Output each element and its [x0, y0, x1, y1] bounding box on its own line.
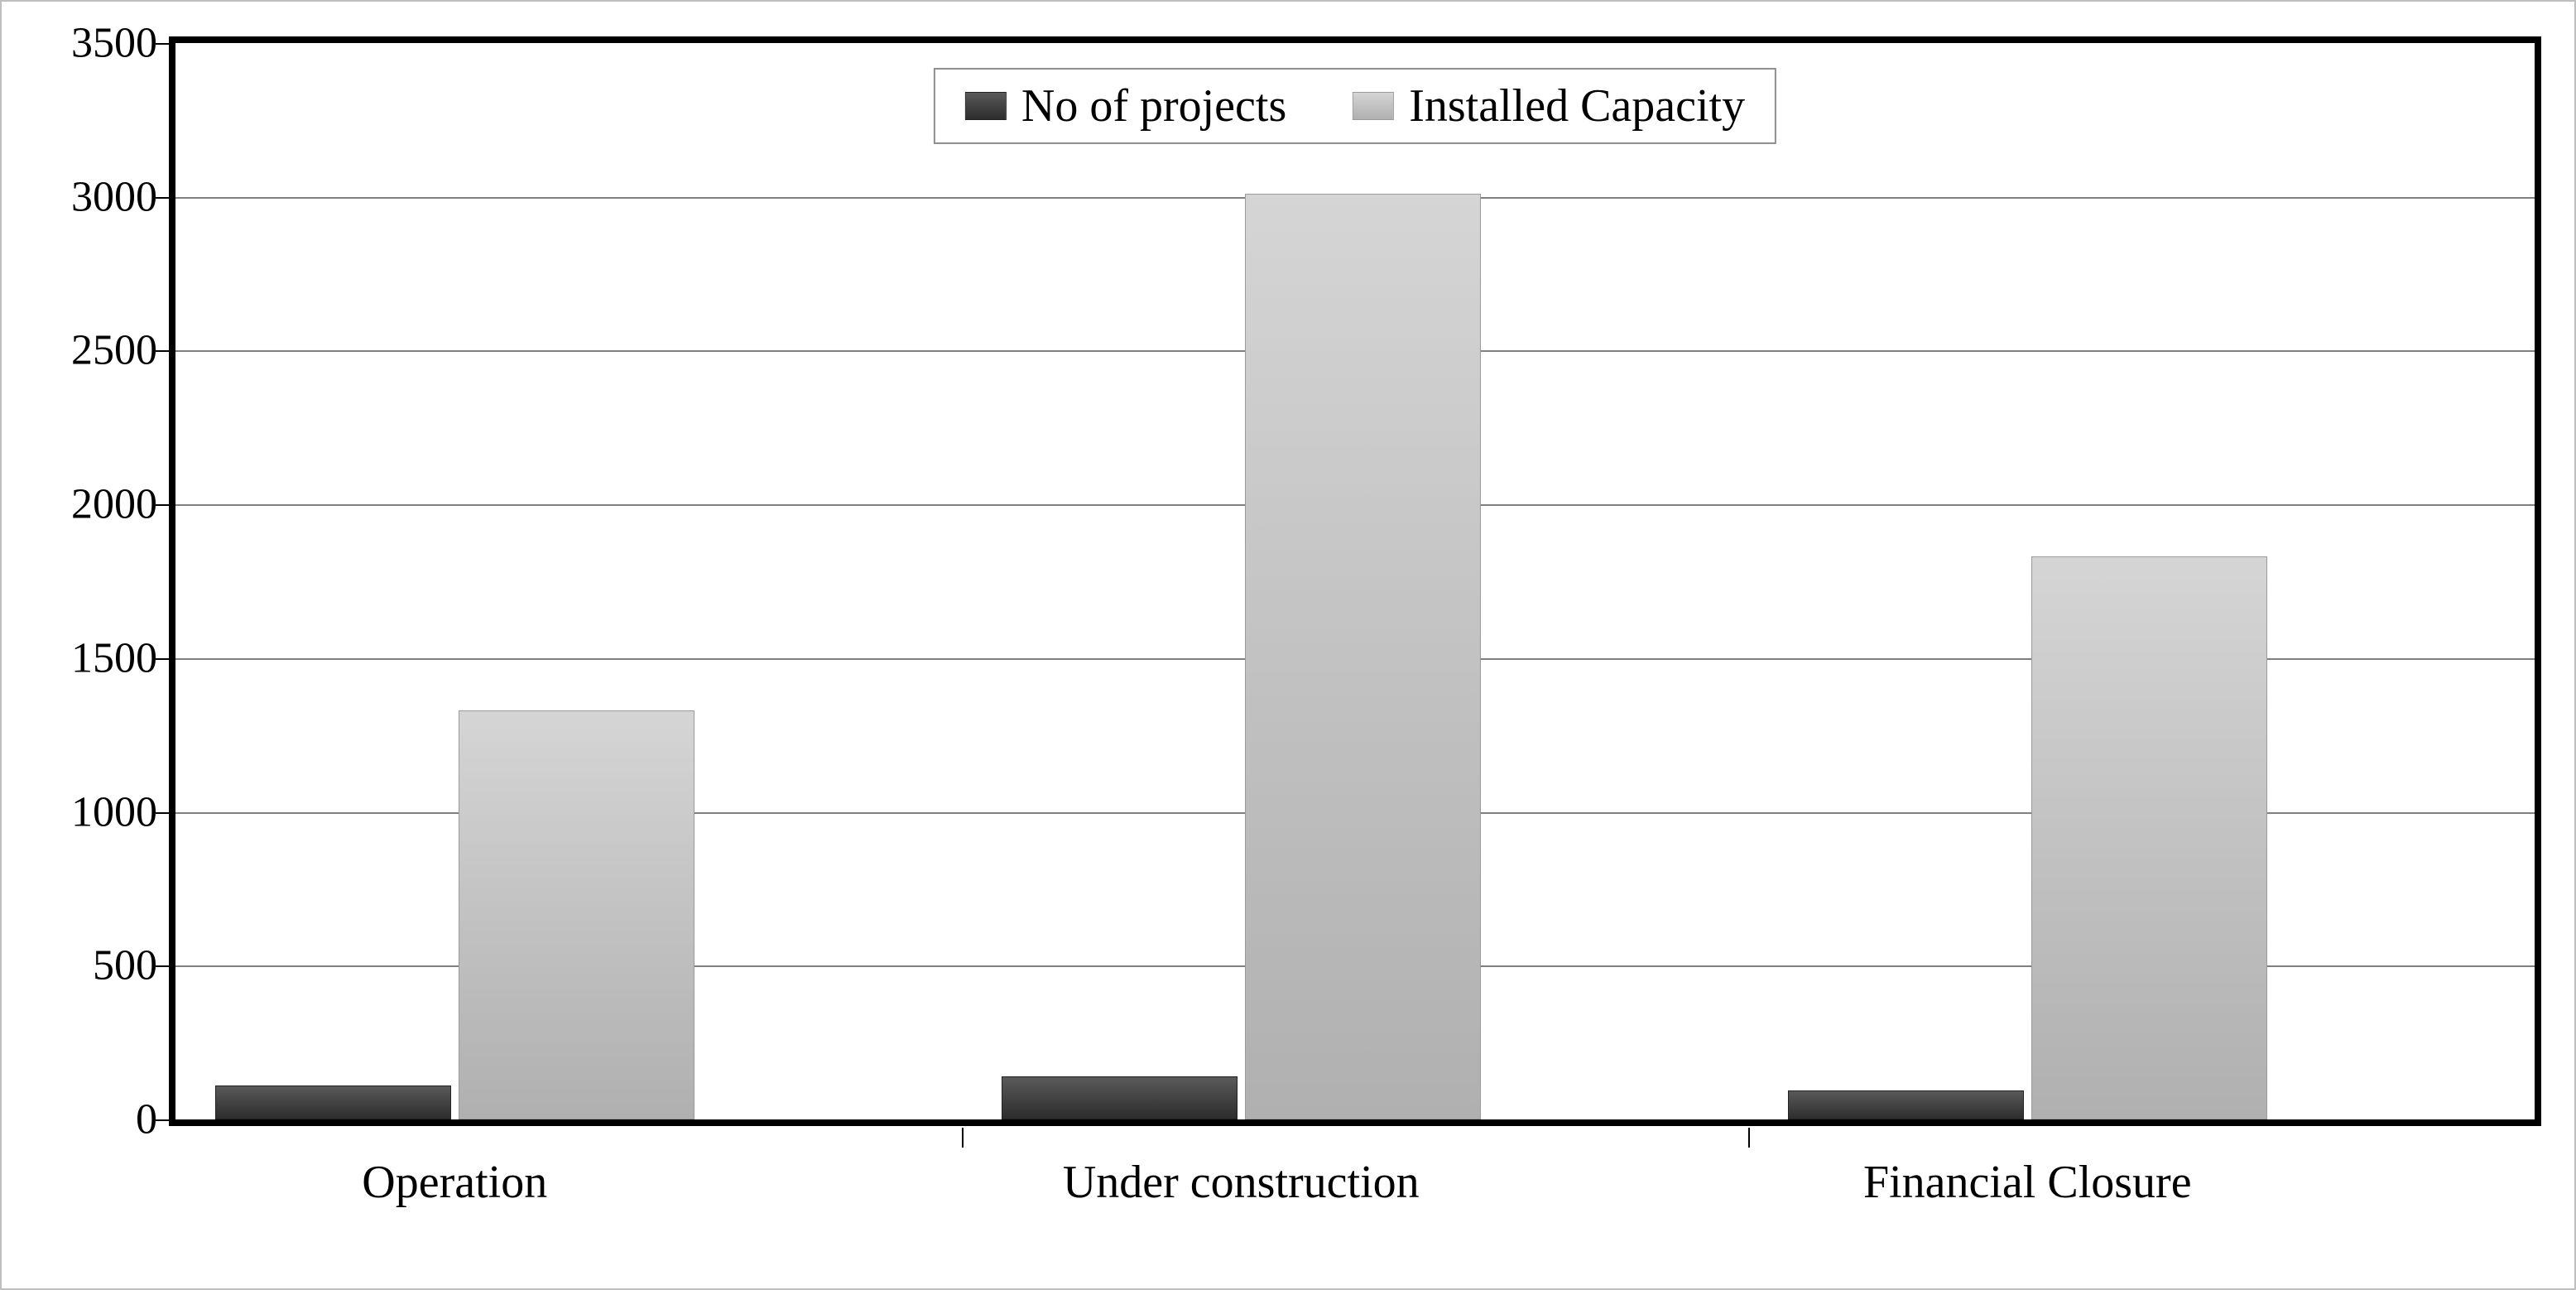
legend-item-series-2: Installed Capacity [1353, 79, 1745, 132]
bar-projects [1002, 1076, 1238, 1119]
legend: No of projects Installed Capacity [934, 68, 1776, 144]
y-tick-mark [156, 197, 175, 199]
y-tick-mark [156, 812, 175, 814]
y-tick-label: 3500 [71, 19, 157, 68]
legend-swatch-series-2 [1353, 92, 1394, 120]
bar-projects [215, 1085, 451, 1119]
bar-projects [1788, 1090, 2024, 1119]
bars-layer [175, 43, 2535, 1119]
legend-label-series-2: Installed Capacity [1409, 79, 1745, 132]
x-category-label: Under construction [1063, 1156, 1420, 1209]
y-tick-mark [156, 965, 175, 967]
y-tick-mark [156, 504, 175, 506]
y-tick-mark [156, 1119, 175, 1121]
x-tick-mark [1748, 1128, 1750, 1148]
y-axis: 0500100015002000250030003500 [26, 43, 167, 1119]
y-tick-mark [156, 658, 175, 660]
y-tick-mark [156, 350, 175, 352]
y-tick-label: 1500 [71, 633, 157, 682]
plot-area: No of projects Installed Capacity [175, 43, 2535, 1119]
y-tick-label: 500 [93, 941, 157, 990]
bar-capacity [2031, 556, 2267, 1119]
y-tick-label: 1000 [71, 787, 157, 836]
y-tick-mark [156, 43, 175, 45]
y-tick-label: 2500 [71, 326, 157, 375]
legend-label-series-1: No of projects [1021, 79, 1286, 132]
bar-capacity [459, 710, 694, 1119]
legend-swatch-series-1 [965, 92, 1007, 120]
y-tick-label: 2000 [71, 480, 157, 529]
y-tick-label: 3000 [71, 172, 157, 221]
legend-item-series-1: No of projects [965, 79, 1286, 132]
x-category-label: Financial Closure [1863, 1156, 2192, 1209]
y-tick-label: 0 [136, 1095, 157, 1144]
chart-container: 0500100015002000250030003500 No of proje… [26, 26, 2550, 1264]
chart-outer-frame: 0 500 1000 1500 2000 2500 3000 3500 No of proje… [0, 0, 2576, 1290]
x-tick-mark [962, 1128, 964, 1148]
x-category-label: Operation [362, 1156, 547, 1209]
bar-capacity [1245, 194, 1481, 1119]
x-axis: Operation Under construction Financial Clo… [175, 1128, 2535, 1252]
